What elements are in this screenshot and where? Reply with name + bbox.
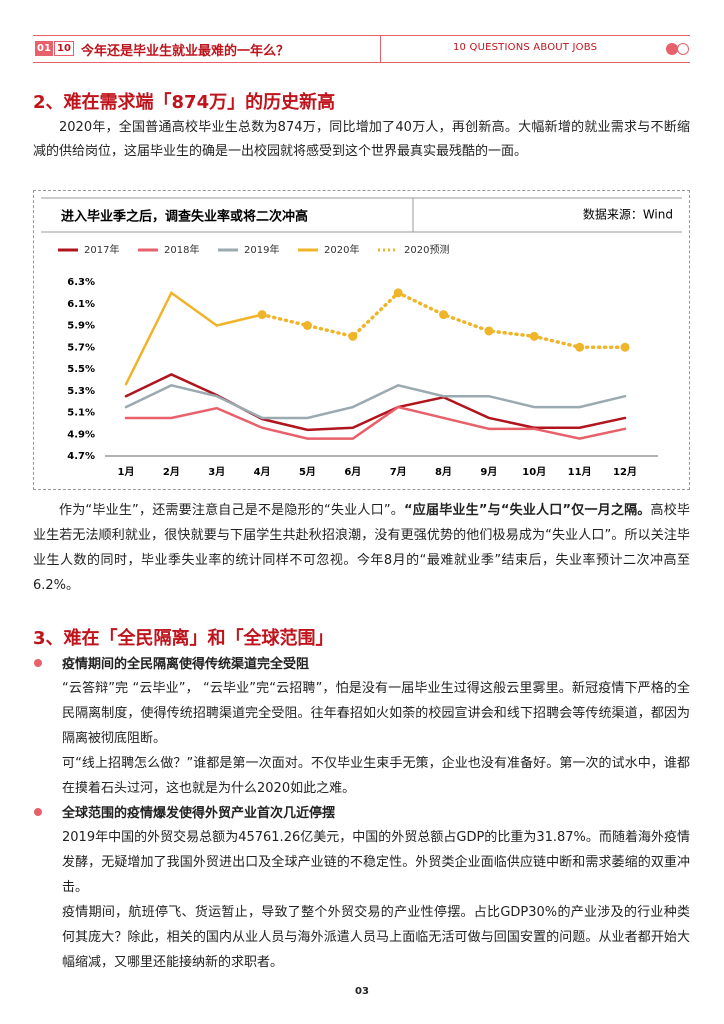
- chart: 进入毕业季之后，调查失业率或将二次冲高 数据来源：Wind 2017年 2018年…: [41, 197, 682, 478]
- point-marker: [529, 331, 539, 341]
- legend-label: 2019年: [244, 243, 279, 256]
- divider: [380, 36, 381, 62]
- series-line: [124, 405, 627, 440]
- legend-label: 2017年: [84, 243, 119, 256]
- legend-label: 2018年: [164, 243, 199, 256]
- legend-label: 2020年: [324, 243, 359, 256]
- paragraph: 疫情期间，航班停飞、货运暂止，导致了整个外贸交易的产业性停摆。占比GDP30%的…: [62, 905, 690, 970]
- y-tick-label: 6.1%: [67, 299, 95, 310]
- y-tick-label: 5.5%: [67, 364, 95, 375]
- point-marker: [575, 342, 585, 352]
- bullet: [34, 808, 42, 816]
- point-marker: [484, 326, 494, 336]
- y-tick-label: 5.1%: [67, 408, 95, 419]
- x-tick-label: 9月: [480, 466, 497, 478]
- x-tick-label: 4月: [254, 466, 271, 478]
- x-tick-label: 2月: [163, 466, 180, 478]
- x-tick-label: 1月: [118, 466, 135, 478]
- bullet-heading: 疫情期间的全民隔离使得传统渠道完全受阻: [62, 657, 310, 672]
- y-tick-label: 5.7%: [67, 342, 95, 353]
- paragraph: “云答辩”完 “云毕业”， “云毕业”完“云招聘”，怕是没有一届毕业生过得这般云…: [62, 681, 690, 746]
- point-marker: [302, 321, 312, 330]
- bullet-heading: 全球范围的疫情爆发使得外贸产业首次几近停摆: [62, 806, 336, 821]
- x-tick-label: 6月: [344, 466, 361, 478]
- point-marker: [348, 331, 358, 341]
- series-line: [124, 291, 264, 386]
- section-heading: 3、难在「全民隔离」和「全球范围」: [33, 628, 334, 649]
- series-line: [124, 373, 627, 432]
- bold-text: “应届毕业生”与“失业人口”仅一月之隔。: [404, 503, 651, 518]
- paragraph: 作为“毕业生”，还需要注意自己是不是隐形的“失业人口”。“应届毕业生”与“失业人…: [33, 498, 690, 598]
- bullet: [34, 659, 42, 667]
- y-tick-label: 6.3%: [67, 277, 95, 288]
- y-tick-label: 5.3%: [67, 386, 95, 397]
- chart-source: 数据来源：Wind: [583, 207, 673, 222]
- series-line: [124, 383, 627, 420]
- paragraph: 2019年中国的外贸交易总额为45761.26亿美元，中国的外贸总额占GDP的比…: [62, 830, 690, 895]
- text: 作为“毕业生”，还需要注意自己是不是隐形的“失业人口”。: [59, 503, 405, 518]
- section-total: 10: [54, 41, 74, 56]
- point-marker: [439, 310, 449, 320]
- header: 01 10 今年还是毕业生就业最难的一年么？ 10 QUESTIONS ABOU…: [33, 35, 690, 63]
- paragraph: 2020年，全国普通高校毕业生总数为874万，同比增加了40万人，再创新高。大幅…: [33, 120, 690, 159]
- paragraph: 可“线上招聘怎么做？”谁都是第一次面对。不仅毕业生束手无策，企业也没有准备好。第…: [62, 756, 690, 796]
- y-tick-label: 4.7%: [67, 451, 95, 462]
- text: 高校毕业生若无法顺利就业，很快就要与下届学生共赴秋招浪潮，没有更强优势的他们极易…: [33, 503, 690, 593]
- x-tick-label: 8月: [435, 466, 452, 478]
- header-title: 今年还是毕业生就业最难的一年么？: [81, 44, 290, 59]
- point-marker: [257, 310, 267, 320]
- x-tick-label: 3月: [208, 466, 225, 478]
- legend-label: 2020预测: [404, 243, 449, 256]
- section-number: 01: [35, 41, 53, 56]
- series-line: [260, 290, 627, 349]
- section-heading: 2、难在需求端「874万」的历史新高: [33, 92, 336, 113]
- x-tick-label: 10月: [522, 466, 546, 478]
- header-subtitle: 10 QUESTIONS ABOUT JOBS: [453, 42, 598, 53]
- x-tick-label: 7月: [390, 466, 407, 478]
- icon: [666, 43, 689, 55]
- page-number: 03: [355, 986, 369, 997]
- chart-title: 进入毕业季之后，调查失业率或将二次冲高: [61, 209, 308, 225]
- y-tick-label: 4.9%: [67, 429, 95, 440]
- x-tick-label: 12月: [613, 466, 637, 478]
- point-marker: [393, 288, 403, 298]
- chart-box: [33, 190, 690, 490]
- x-tick-label: 11月: [568, 466, 592, 478]
- point-marker: [620, 342, 630, 352]
- x-tick-label: 5月: [299, 466, 316, 478]
- y-tick-label: 5.9%: [67, 321, 95, 332]
